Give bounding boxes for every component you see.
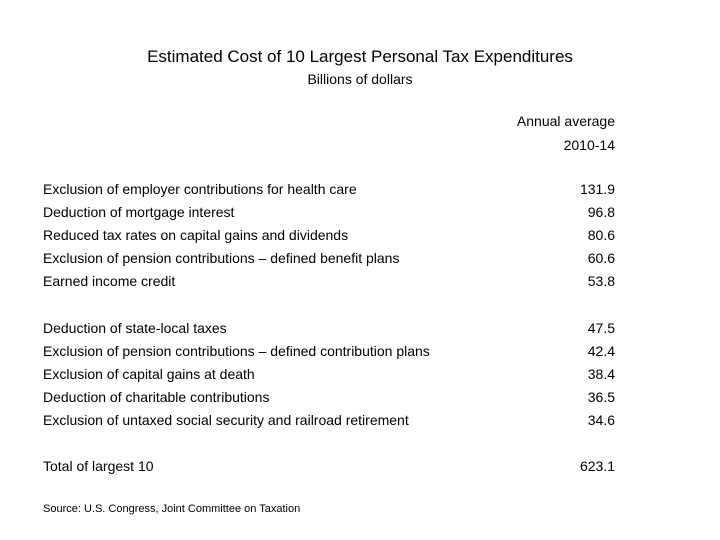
row-label: Exclusion of employer contributions for … (43, 181, 357, 197)
table-row: Earned income credit 53.8 (43, 273, 615, 296)
row-value: 42.4 (587, 343, 615, 359)
table-row: Exclusion of pension contributions – def… (43, 343, 615, 366)
page-subtitle: Billions of dollars (307, 71, 413, 87)
table-row: Reduced tax rates on capital gains and d… (43, 227, 615, 250)
row-value: 80.6 (587, 227, 615, 243)
total-row: Total of largest 10 623.1 (43, 458, 615, 481)
row-value: 34.6 (587, 412, 615, 428)
total-value: 623.1 (579, 458, 615, 474)
table-row: Exclusion of untaxed social security and… (43, 412, 615, 435)
table-row: Deduction of mortgage interest 96.8 (43, 204, 615, 227)
row-value: 38.4 (587, 366, 615, 382)
row-label: Earned income credit (43, 273, 176, 289)
table-row: Exclusion of capital gains at death 38.4 (43, 366, 615, 389)
total-label: Total of largest 10 (43, 458, 154, 474)
row-label: Exclusion of capital gains at death (43, 366, 255, 382)
row-value: 60.6 (587, 250, 615, 266)
row-value: 47.5 (587, 320, 615, 336)
table-row: Deduction of state-local taxes 47.5 (43, 320, 615, 343)
row-label: Reduced tax rates on capital gains and d… (43, 227, 349, 243)
column-header-line1: Annual average (516, 113, 615, 129)
row-value: 96.8 (587, 204, 615, 220)
row-label: Exclusion of pension contributions – def… (43, 250, 400, 266)
row-label: Deduction of mortgage interest (43, 204, 235, 220)
row-label: Exclusion of pension contributions – def… (43, 343, 430, 359)
column-header-line2: 2010-14 (563, 137, 615, 153)
row-label: Exclusion of untaxed social security and… (43, 412, 409, 428)
row-label: Deduction of charitable contributions (43, 389, 270, 405)
table-row: Exclusion of employer contributions for … (43, 181, 615, 204)
row-value: 131.9 (579, 181, 615, 197)
table-row: Exclusion of pension contributions – def… (43, 250, 615, 273)
page-title: Estimated Cost of 10 Largest Personal Ta… (147, 47, 573, 66)
row-value: 36.5 (587, 389, 615, 405)
row-value: 53.8 (587, 273, 615, 289)
source-note: Source: U.S. Congress, Joint Committee o… (43, 503, 301, 515)
row-label: Deduction of state-local taxes (43, 320, 227, 336)
table-row: Deduction of charitable contributions 36… (43, 389, 615, 412)
